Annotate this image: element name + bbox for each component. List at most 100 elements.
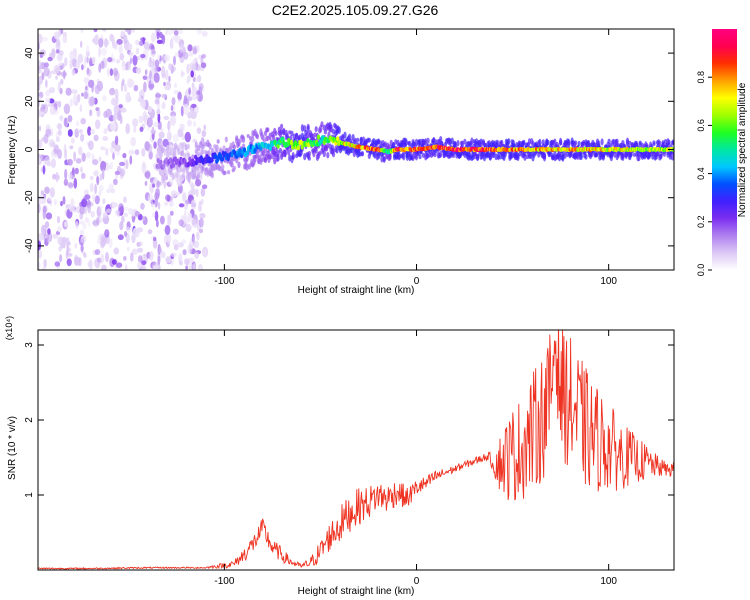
spectrogram-noise-blob bbox=[128, 51, 133, 57]
spectrogram-ridge-cell bbox=[214, 153, 218, 160]
spectrogram-noise-blob bbox=[110, 87, 115, 93]
spectrogram-noise-blob bbox=[174, 82, 178, 89]
spectrogram-ridge-halo bbox=[337, 126, 341, 134]
spectrogram-noise-blob bbox=[117, 234, 124, 241]
spectrogram-noise-blob bbox=[196, 94, 200, 101]
spectrogram-noise-blob bbox=[105, 148, 108, 156]
spectrogram-ridge-cell bbox=[253, 147, 257, 153]
spectrogram-ridge-halo bbox=[577, 140, 581, 147]
spectrogram-noise-blob bbox=[138, 241, 144, 246]
spectrogram-noise-blob bbox=[121, 63, 126, 71]
spectrogram-noise-blob bbox=[191, 103, 197, 108]
spectrogram-noise-blob bbox=[71, 69, 76, 76]
spectrogram-noise-blob bbox=[53, 31, 60, 40]
spectrogram-x-tick-label: 0 bbox=[414, 276, 420, 287]
spectrogram-noise-blob bbox=[190, 187, 196, 196]
spectrogram-noise-blob bbox=[161, 65, 166, 77]
spectrogram-noise-blob bbox=[119, 53, 125, 61]
spectrogram-noise-blob bbox=[181, 127, 185, 132]
spectrogram-noise-blob bbox=[194, 251, 200, 259]
spectrogram-noise-blob bbox=[62, 196, 66, 205]
spectrogram-noise-blob bbox=[50, 158, 57, 169]
spectrogram-ridge-halo bbox=[411, 153, 415, 162]
spectrogram-noise-blob bbox=[69, 145, 74, 150]
spectrogram-ridge-halo bbox=[189, 174, 193, 180]
spectrogram-noise-blob bbox=[86, 67, 90, 75]
spectrogram-noise-blob bbox=[69, 58, 73, 70]
spectrogram-ridge-cell bbox=[243, 147, 247, 153]
spectrogram-noise-blob bbox=[185, 224, 192, 232]
snr-panel: -100 0 100 1 2 3 Height of straight line (km… bbox=[4, 316, 675, 597]
spectrogram-noise-blob bbox=[179, 43, 185, 53]
spectrogram-noise-blob bbox=[83, 60, 87, 70]
spectrogram-noise-blob bbox=[78, 129, 83, 134]
spectrogram-noise-blob bbox=[164, 201, 169, 207]
colorbar-tick-label: 0.2 bbox=[696, 216, 706, 229]
spectrogram-x-ticks: -100 0 100 bbox=[214, 29, 617, 287]
spectrogram-ridge-halo bbox=[314, 126, 318, 133]
spectrogram-noise-blob bbox=[49, 187, 55, 198]
spectrogram-noise-blob bbox=[160, 215, 165, 225]
spectrogram-noise-blob bbox=[88, 140, 94, 151]
spectrogram-noise-blob bbox=[140, 202, 145, 210]
spectrogram-noise-blob bbox=[42, 165, 46, 175]
spectrogram-ridge-halo bbox=[329, 124, 333, 130]
spectrogram-ridge-halo bbox=[476, 153, 480, 158]
spectrogram-noise-blob bbox=[87, 261, 92, 267]
spectrogram-noise-blob bbox=[136, 247, 144, 253]
spectrogram-noise-blob bbox=[176, 180, 183, 187]
spectrogram-noise-blob bbox=[123, 83, 128, 93]
spectrogram-noise-blob bbox=[81, 64, 84, 71]
spectrogram-ridge-halo bbox=[424, 138, 428, 144]
spectrogram-ridge-halo bbox=[246, 134, 250, 138]
spectrogram-noise-blob bbox=[165, 256, 172, 264]
snr-y-label: SNR (10 * v/v) bbox=[7, 416, 18, 480]
spectrogram-noise-blob bbox=[177, 91, 182, 101]
spectrogram-noise-blob bbox=[43, 62, 49, 68]
spectrogram-noise-blob bbox=[187, 212, 193, 222]
spectrogram-ridge-halo bbox=[162, 174, 166, 182]
spectrogram-noise-blob bbox=[120, 81, 124, 92]
spectrogram-ridge-halo bbox=[456, 140, 460, 147]
spectrogram-noise-blob bbox=[155, 93, 162, 98]
spectrogram-ridge-halo bbox=[255, 133, 259, 140]
spectrogram-ridge-halo bbox=[266, 127, 270, 132]
spectrogram-noise-blob bbox=[80, 29, 84, 34]
spectrogram-noise-blob bbox=[53, 109, 59, 115]
spectrogram-noise-blob bbox=[147, 229, 153, 235]
spectrogram-noise-blob bbox=[147, 60, 151, 68]
spectrogram-noise-blob bbox=[161, 101, 166, 110]
spectrogram-noise-blob bbox=[125, 92, 130, 103]
spectrogram-noise-blob bbox=[67, 129, 73, 137]
spectrogram-noise-blob bbox=[176, 191, 180, 196]
spectrogram-noise-blob bbox=[91, 56, 96, 65]
spectrogram-noise-blob bbox=[196, 90, 201, 95]
snr-x-tick-label: -100 bbox=[214, 576, 234, 587]
spectrogram-ridge-halo bbox=[663, 139, 668, 144]
spectrogram-noise-blob bbox=[102, 136, 109, 141]
spectrogram-noise-blob bbox=[43, 259, 47, 268]
spectrogram-noise-blob bbox=[174, 52, 180, 57]
spectrogram-noise-blob bbox=[97, 238, 102, 245]
spectrogram-noise-blob bbox=[44, 221, 50, 229]
spectrogram-noise-blob bbox=[196, 29, 203, 35]
spectrogram-noise-blob bbox=[182, 249, 187, 256]
spectrogram-noise-blob bbox=[60, 201, 63, 207]
spectrogram-ridge-cell bbox=[336, 136, 340, 142]
spectrogram-noise-blob bbox=[163, 115, 170, 121]
spectrogram-noise-blob bbox=[45, 128, 52, 137]
spectrogram-noise-blob bbox=[75, 158, 82, 164]
spectrogram-noise-blob bbox=[137, 255, 143, 263]
spectrogram-ridge-halo bbox=[667, 139, 671, 145]
spectrogram-noise-blob bbox=[105, 252, 109, 263]
spectrogram-noise-blob bbox=[118, 44, 124, 54]
spectrogram-noise-blob bbox=[156, 180, 160, 188]
spectrogram-noise-blob bbox=[184, 258, 190, 266]
spectrogram-noise-blob bbox=[38, 156, 41, 165]
spectrogram-noise-blob bbox=[198, 263, 203, 270]
spectrogram-ridge-halo bbox=[654, 155, 658, 160]
spectrogram-noise-blob bbox=[69, 98, 74, 107]
spectrogram-panel: -100 0 100 40 20 0 -20 -40 Height of straight … bbox=[7, 28, 675, 296]
spectrogram-noise-blob bbox=[173, 30, 179, 36]
spectrogram-noise-blob bbox=[124, 230, 128, 237]
